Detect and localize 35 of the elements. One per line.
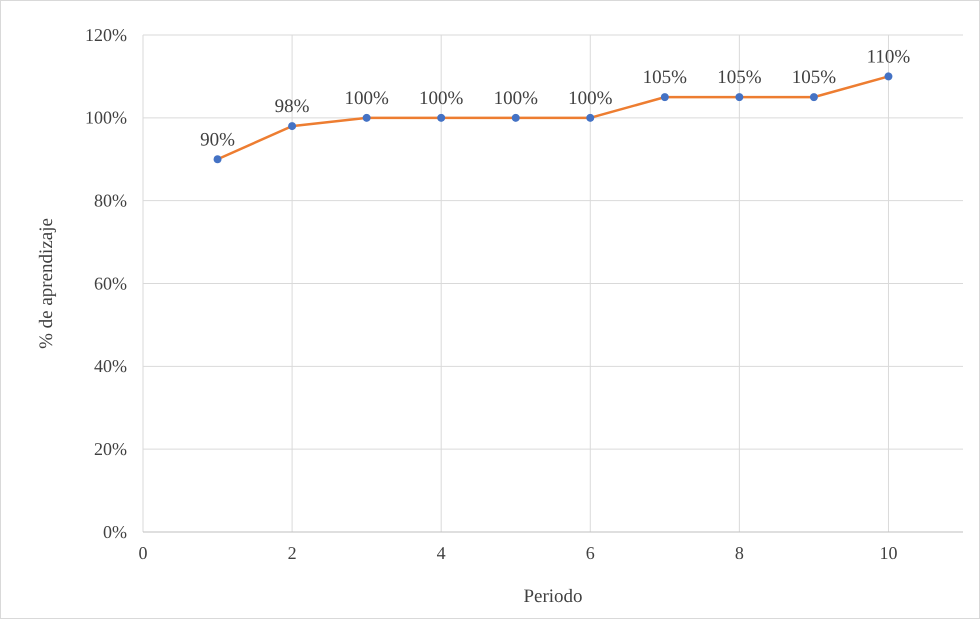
point: [437, 114, 446, 122]
data-label: 90%: [200, 129, 236, 150]
x-tick-label: 2: [288, 542, 297, 563]
y-tick-label: 80%: [94, 190, 127, 210]
data-label: 110%: [866, 46, 910, 68]
x-tick-label: 6: [586, 542, 595, 563]
y-tick-label: 100%: [85, 108, 127, 128]
y-tick-label: 60%: [94, 273, 127, 294]
y-axis-title: % de aprendizaje: [36, 218, 57, 349]
data-label: 105%: [642, 67, 688, 88]
data-label: 100%: [344, 88, 389, 109]
point: [586, 114, 594, 122]
point: [810, 93, 818, 102]
data-label: 105%: [717, 67, 762, 88]
point: [660, 93, 669, 102]
x-tick-label: 0: [138, 542, 148, 563]
y-tick-label: 0%: [103, 522, 127, 542]
y-tick-label: 120%: [85, 24, 127, 45]
x-tick-label: 8: [734, 542, 744, 563]
point: [214, 155, 222, 164]
x-tick-label: 10: [879, 542, 898, 563]
data-label: 100%: [494, 88, 538, 109]
y-tick-label: 40%: [94, 356, 127, 376]
data-label: 98%: [274, 96, 310, 118]
y-tick-label: 20%: [94, 438, 127, 459]
x-axis-title: Periodo: [523, 586, 583, 607]
data-label: 105%: [792, 67, 836, 88]
point: [512, 114, 520, 122]
point: [884, 72, 892, 80]
data-label: 100%: [419, 88, 464, 109]
x-tick-label: 4: [436, 542, 446, 563]
data-label: 100%: [568, 88, 613, 109]
point: [288, 122, 296, 130]
point: [735, 93, 744, 102]
point: [362, 114, 371, 122]
